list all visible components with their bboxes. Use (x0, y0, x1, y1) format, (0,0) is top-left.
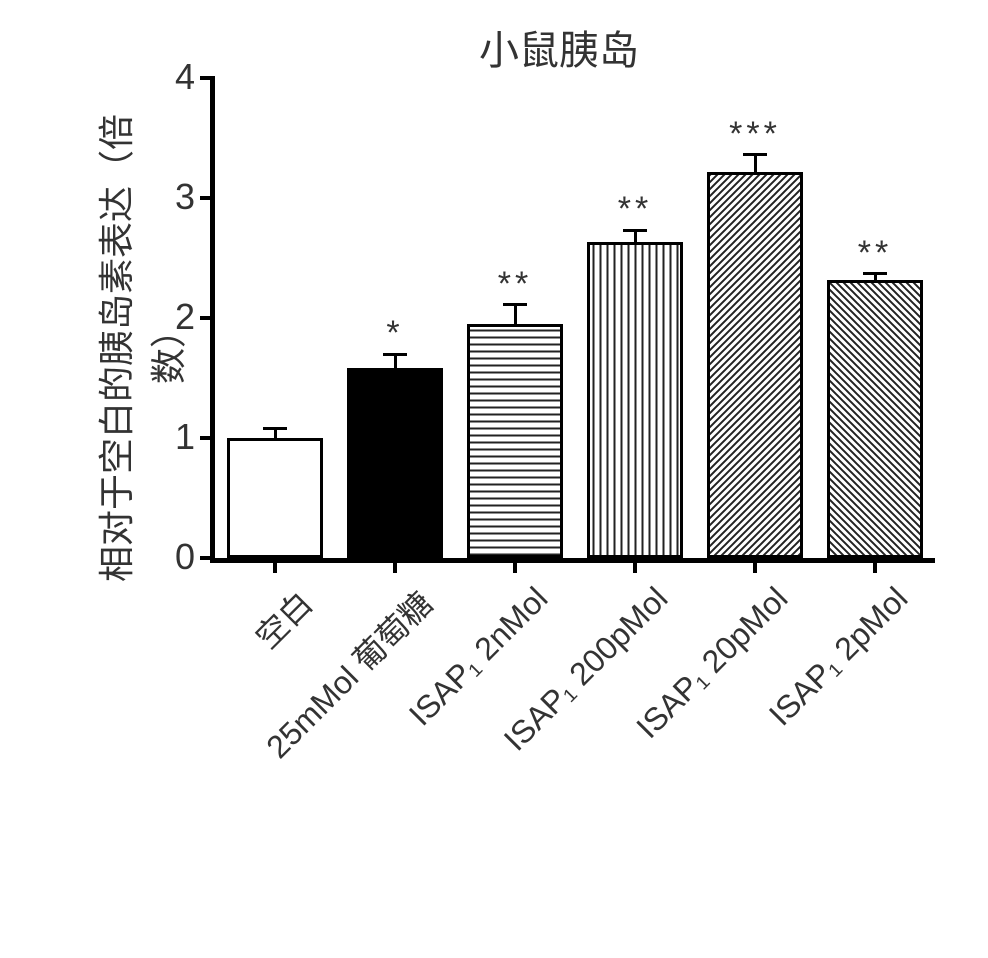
chart-container: 小鼠胰岛 相对于空白的胰岛素表达（倍数） 01234空白*25mMol 葡萄糖*… (0, 0, 988, 958)
bar (587, 242, 683, 558)
y-tick (200, 436, 215, 440)
y-tick-label: 0 (160, 536, 195, 578)
y-tick-label: 4 (160, 56, 195, 98)
x-tick-label: ISAP₁ 200pMol (437, 580, 675, 818)
error-whisker (394, 354, 397, 368)
error-whisker (754, 155, 757, 172)
x-tick-label: ISAP₁ 20pMol (557, 580, 795, 818)
significance-label: *** (695, 115, 815, 154)
error-cap (263, 427, 287, 430)
y-tick-label: 3 (160, 176, 195, 218)
x-tick (513, 558, 517, 573)
x-tick (393, 558, 397, 573)
y-tick (200, 76, 215, 80)
significance-label: ** (575, 190, 695, 229)
bar (467, 324, 563, 558)
bar (227, 438, 323, 558)
x-tick (873, 558, 877, 573)
y-axis-title: 相对于空白的胰岛素表达（倍数） (88, 88, 192, 608)
x-tick (273, 558, 277, 573)
x-tick (753, 558, 757, 573)
x-tick (633, 558, 637, 573)
y-tick-label: 2 (160, 296, 195, 338)
significance-label: ** (455, 265, 575, 304)
y-tick-label: 1 (160, 416, 195, 458)
y-tick (200, 316, 215, 320)
bar (707, 172, 803, 558)
plot-area: 01234空白*25mMol 葡萄糖**ISAP₁ 2nMol**ISAP₁ 2… (210, 78, 935, 563)
y-tick (200, 196, 215, 200)
x-tick-label: ISAP₁ 2pMol (677, 580, 915, 818)
y-tick (200, 556, 215, 560)
significance-label: ** (815, 234, 935, 273)
bar (347, 368, 443, 558)
error-whisker (514, 305, 517, 324)
chart-title: 小鼠胰岛 (0, 18, 988, 76)
bar (827, 280, 923, 558)
error-whisker (634, 230, 637, 242)
significance-label: * (335, 314, 455, 353)
